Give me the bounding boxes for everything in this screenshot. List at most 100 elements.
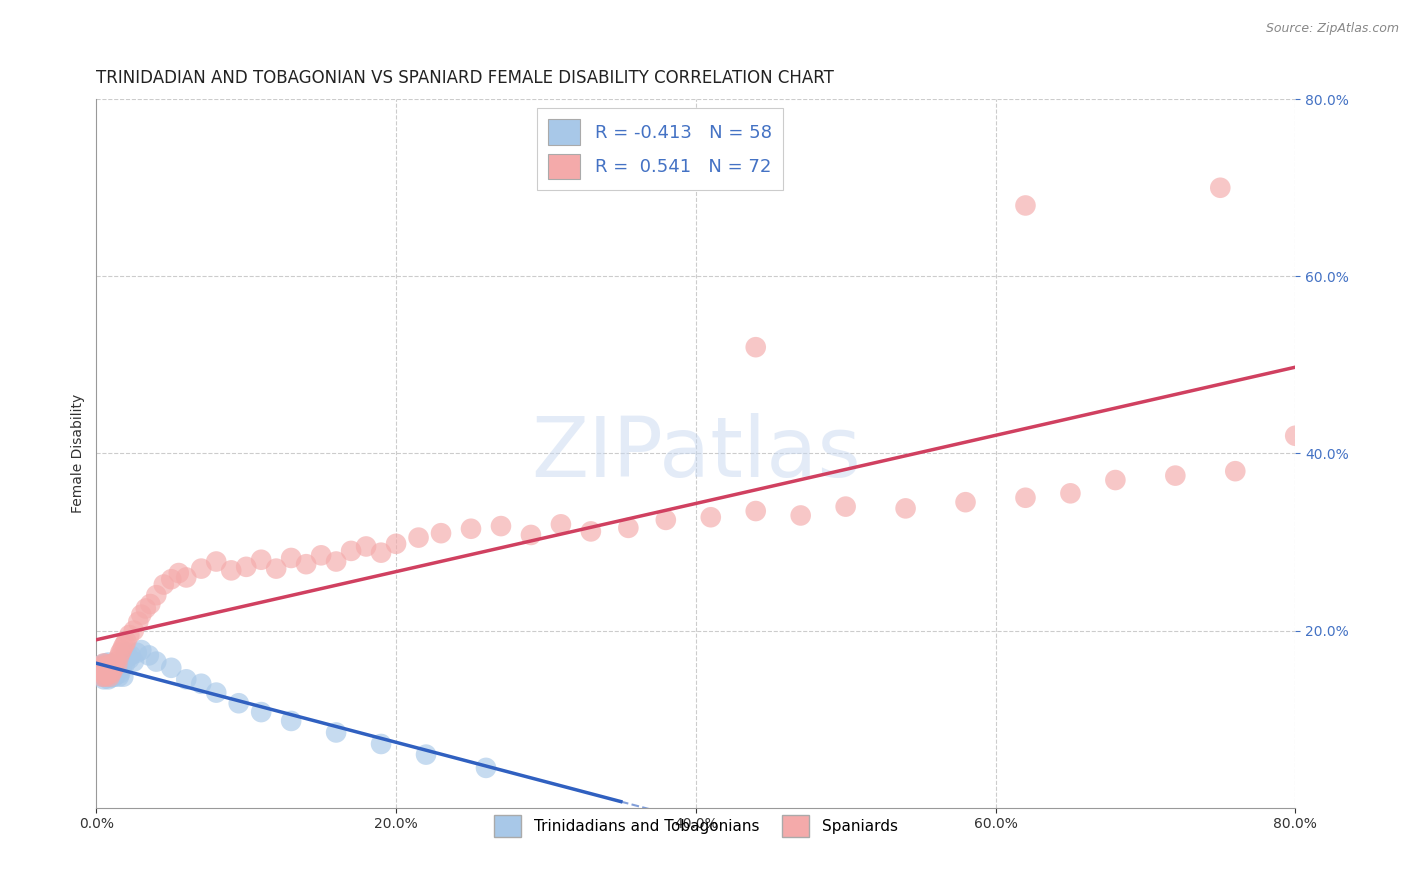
Point (354, 540, 377, 554)
Point (370, 737, 392, 751)
Point (114, 637, 136, 651)
Point (112, 640, 135, 654)
Point (101, 668, 124, 682)
Point (117, 650, 139, 665)
Point (1059, 486, 1081, 500)
Point (655, 513, 678, 527)
Point (894, 501, 917, 516)
Text: Source: ZipAtlas.com: Source: ZipAtlas.com (1265, 22, 1399, 36)
Point (98, 664, 121, 678)
Point (489, 519, 512, 533)
Point (415, 747, 437, 762)
Point (122, 624, 145, 638)
Point (205, 685, 228, 699)
Text: TRINIDADIAN AND TOBAGONIAN VS SPANIARD FEMALE DISABILITY CORRELATION CHART: TRINIDADIAN AND TOBAGONIAN VS SPANIARD F… (97, 69, 834, 87)
Point (104, 661, 127, 675)
Point (108, 659, 131, 673)
Point (114, 657, 136, 672)
Point (219, 563, 242, 577)
Point (131, 643, 153, 657)
Legend: Trinidadians and Tobagonians, Spaniards: Trinidadians and Tobagonians, Spaniards (488, 809, 904, 843)
Point (89, 664, 111, 678)
Point (250, 553, 273, 567)
Point (174, 570, 197, 584)
Point (105, 664, 128, 678)
Point (103, 670, 125, 684)
Point (94, 668, 117, 682)
Point (120, 648, 142, 663)
Point (430, 526, 453, 541)
Point (135, 601, 157, 615)
Point (97, 673, 120, 687)
Point (104, 668, 127, 682)
Point (96, 659, 118, 673)
Point (115, 634, 138, 648)
Point (93, 661, 115, 675)
Point (1014, 198, 1036, 212)
Point (111, 643, 134, 657)
Point (90, 668, 112, 682)
Point (250, 705, 273, 719)
Point (110, 646, 132, 660)
Point (340, 544, 363, 558)
Point (834, 500, 856, 514)
Point (104, 655, 127, 669)
Point (1014, 491, 1036, 505)
Point (700, 510, 723, 524)
Point (152, 577, 174, 591)
Point (96, 670, 118, 684)
Point (93, 665, 115, 680)
Point (745, 340, 768, 354)
Point (90, 659, 112, 673)
Point (174, 673, 197, 687)
Point (160, 572, 183, 586)
Point (100, 666, 122, 681)
Point (475, 761, 498, 775)
Point (118, 628, 141, 642)
Point (1225, 464, 1247, 478)
Point (97, 668, 120, 682)
Point (460, 522, 482, 536)
Point (103, 664, 125, 678)
Point (520, 528, 543, 542)
Point (98, 670, 121, 684)
Point (205, 555, 228, 569)
Point (385, 537, 408, 551)
Point (122, 655, 145, 669)
Point (97, 656, 120, 670)
Point (408, 531, 430, 545)
Point (97, 666, 120, 681)
Point (127, 615, 149, 629)
Point (1284, 429, 1306, 443)
Point (101, 662, 124, 676)
Point (235, 559, 257, 574)
Point (145, 588, 167, 602)
Point (115, 646, 138, 660)
Point (1209, 180, 1232, 194)
Point (138, 648, 160, 663)
Point (125, 646, 148, 660)
Point (108, 650, 131, 665)
Point (789, 508, 811, 523)
Point (309, 549, 332, 563)
Point (91, 661, 114, 675)
Point (94, 657, 117, 671)
Point (98, 670, 121, 684)
Point (91, 670, 114, 684)
Point (91, 657, 114, 672)
Point (90, 659, 112, 673)
Point (160, 661, 183, 675)
Point (145, 655, 167, 669)
Point (111, 662, 134, 676)
Point (100, 659, 122, 673)
Point (295, 557, 318, 571)
Point (97, 661, 120, 675)
Point (112, 670, 135, 684)
Point (100, 657, 122, 672)
Point (280, 551, 302, 566)
Point (550, 517, 572, 532)
Point (93, 673, 115, 687)
Point (96, 666, 118, 681)
Point (617, 521, 640, 535)
Point (98, 661, 121, 675)
